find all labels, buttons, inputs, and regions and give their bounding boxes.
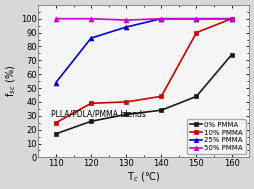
Line: 0% PMMA: 0% PMMA [54, 52, 234, 136]
25% PMMA [160, 18, 163, 20]
Legend: 0% PMMA, 10% PMMA, 25% PMMA, 50% PMMA: 0% PMMA, 10% PMMA, 25% PMMA, 50% PMMA [187, 119, 246, 154]
50% PMMA [230, 18, 233, 20]
Text: PLLA/PDLA/PMMA blends: PLLA/PDLA/PMMA blends [51, 109, 146, 118]
25% PMMA [90, 37, 93, 39]
Y-axis label: f$_{sc}$ (%): f$_{sc}$ (%) [5, 65, 19, 97]
50% PMMA [125, 19, 128, 21]
10% PMMA [54, 122, 57, 124]
50% PMMA [54, 18, 57, 20]
0% PMMA [230, 54, 233, 56]
Line: 10% PMMA: 10% PMMA [54, 16, 234, 125]
Line: 50% PMMA: 50% PMMA [54, 16, 234, 22]
10% PMMA [90, 102, 93, 105]
25% PMMA [54, 81, 57, 84]
Line: 25% PMMA: 25% PMMA [54, 16, 234, 85]
25% PMMA [195, 18, 198, 20]
10% PMMA [195, 31, 198, 34]
0% PMMA [54, 133, 57, 135]
0% PMMA [90, 120, 93, 122]
0% PMMA [125, 113, 128, 115]
0% PMMA [195, 95, 198, 98]
25% PMMA [230, 18, 233, 20]
50% PMMA [90, 18, 93, 20]
10% PMMA [125, 101, 128, 103]
50% PMMA [195, 18, 198, 20]
10% PMMA [230, 18, 233, 20]
0% PMMA [160, 109, 163, 111]
X-axis label: T$_c$ (°C): T$_c$ (°C) [127, 170, 161, 184]
10% PMMA [160, 95, 163, 98]
25% PMMA [125, 26, 128, 28]
50% PMMA [160, 18, 163, 20]
